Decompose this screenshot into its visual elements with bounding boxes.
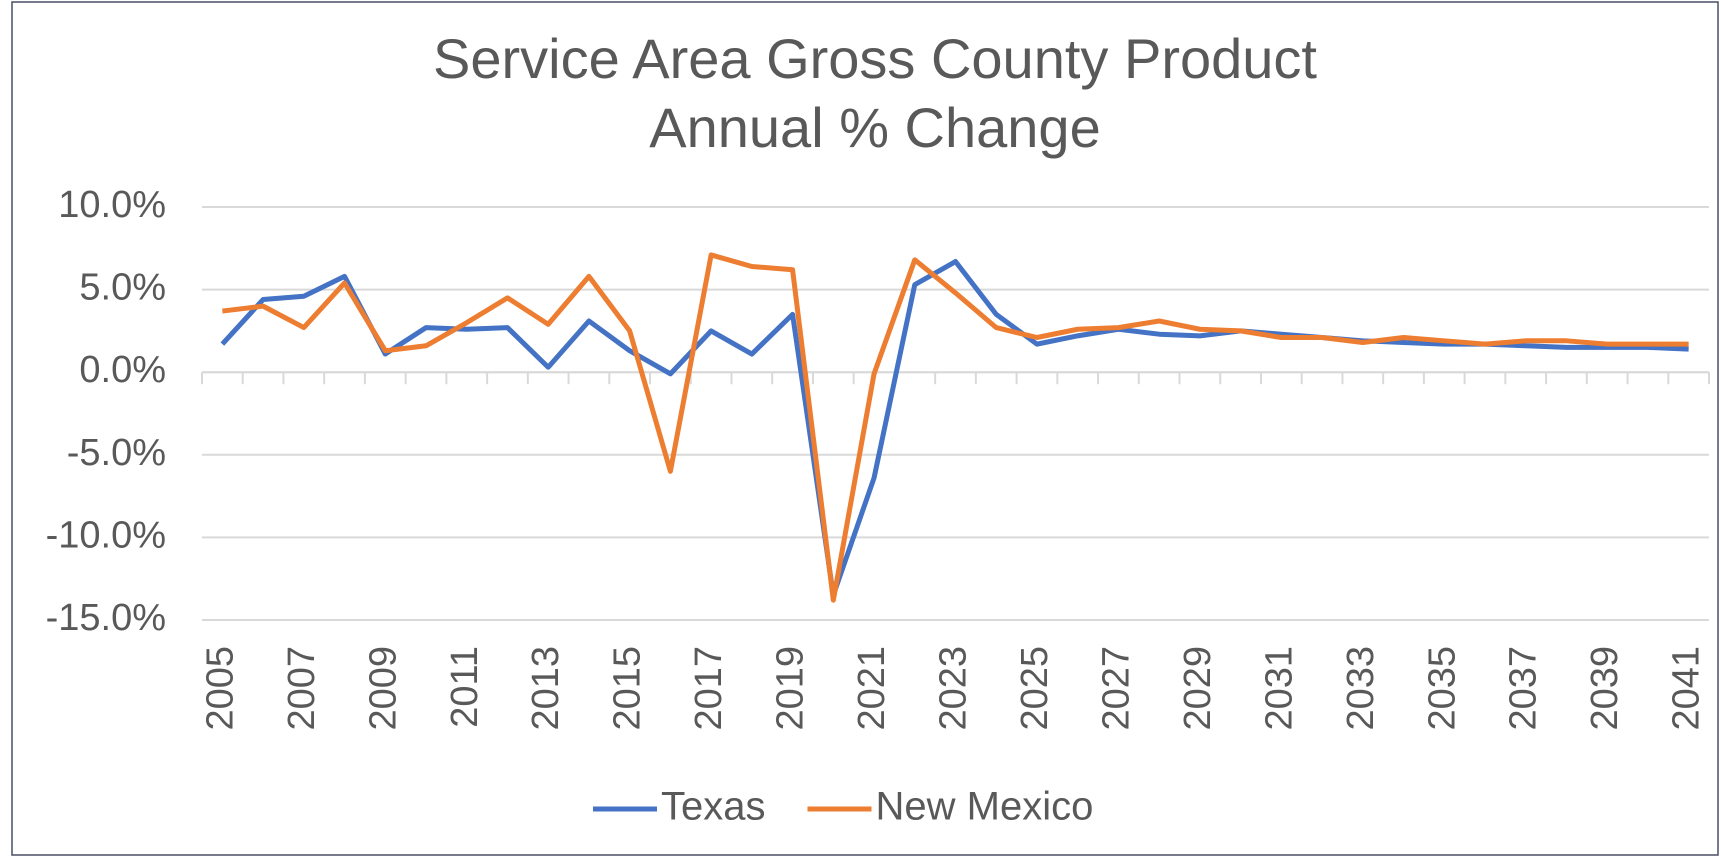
y-tick-label: -15.0% bbox=[46, 597, 166, 639]
x-tick-label: 2029 bbox=[1177, 646, 1219, 731]
x-tick-label: 2031 bbox=[1258, 646, 1300, 731]
x-tick-label: 2011 bbox=[444, 646, 486, 728]
y-tick-label: -5.0% bbox=[67, 432, 166, 474]
x-tick-label: 2017 bbox=[688, 646, 730, 731]
y-tick-label: 5.0% bbox=[79, 267, 166, 309]
x-tick-label: 2041 bbox=[1666, 646, 1708, 731]
line-series bbox=[222, 252, 1689, 603]
x-tick-label: 2039 bbox=[1584, 646, 1626, 731]
y-tick-label: -10.0% bbox=[46, 514, 166, 556]
x-tick-label: 2025 bbox=[1014, 646, 1056, 731]
x-tick-label: 2033 bbox=[1340, 646, 1382, 731]
line-series bbox=[220, 259, 1689, 598]
y-tick-label: 0.0% bbox=[79, 349, 166, 391]
chart-title: Service Area Gross County Product bbox=[433, 27, 1317, 90]
x-tick-label: 2009 bbox=[362, 646, 404, 731]
x-tick-label: 2035 bbox=[1421, 646, 1463, 731]
legend-label: New Mexico bbox=[876, 785, 1094, 829]
y-tick-label: 10.0% bbox=[58, 184, 166, 226]
chart-title: Annual % Change bbox=[649, 96, 1100, 159]
x-tick-label: 2037 bbox=[1503, 646, 1545, 731]
x-tick-label: 2007 bbox=[281, 646, 323, 731]
x-tick-label: 2015 bbox=[607, 646, 649, 731]
x-tick-label: 2019 bbox=[770, 646, 812, 731]
x-tick-label: 2027 bbox=[1095, 646, 1137, 731]
x-tick-label: 2005 bbox=[199, 646, 241, 731]
legend-label: Texas bbox=[661, 785, 766, 829]
x-tick-label: 2021 bbox=[851, 646, 893, 731]
x-tick-label: 2013 bbox=[525, 646, 567, 731]
x-tick-label: 2023 bbox=[933, 646, 975, 731]
